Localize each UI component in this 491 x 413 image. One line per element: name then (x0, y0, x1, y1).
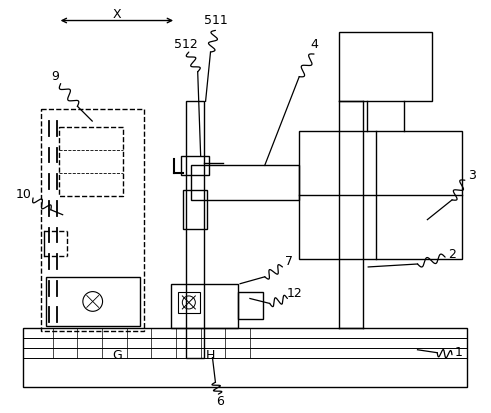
Text: 7: 7 (285, 254, 293, 268)
Bar (181, 156, 209, 175)
Bar (339, 32, 432, 101)
Text: 4: 4 (310, 38, 318, 51)
Bar (23, 328, 467, 387)
Text: 512: 512 (174, 38, 198, 51)
Bar (41, 109, 144, 331)
Bar (238, 292, 263, 319)
Bar (59, 127, 123, 196)
Text: 1: 1 (455, 346, 463, 359)
Bar (178, 292, 200, 313)
Bar (186, 101, 204, 358)
Text: 12: 12 (286, 287, 302, 300)
Bar (46, 277, 139, 326)
Text: 511: 511 (204, 14, 227, 27)
Text: 3: 3 (468, 169, 476, 182)
Text: 9: 9 (51, 70, 59, 83)
Bar (183, 190, 207, 230)
Text: G: G (112, 349, 122, 362)
Text: 10: 10 (15, 188, 31, 202)
Bar (299, 131, 462, 259)
Text: 6: 6 (217, 396, 224, 408)
Text: H: H (206, 349, 215, 362)
Text: X: X (112, 8, 121, 21)
Text: 2: 2 (448, 248, 456, 261)
Bar (171, 284, 238, 328)
Bar (191, 166, 299, 200)
